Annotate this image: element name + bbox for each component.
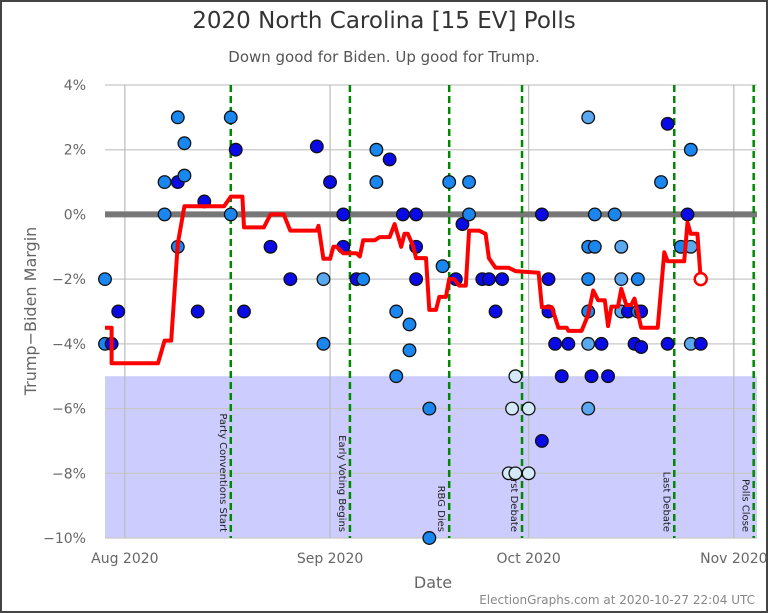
poll-point (223, 110, 238, 125)
footer-credit: ElectionGraphs.com at 2020-10-27 22:04 U… (479, 593, 755, 607)
poll-point (581, 401, 596, 416)
poll-point (111, 304, 126, 319)
x-tick-label: Nov 2020 (700, 551, 767, 567)
poll-point (369, 142, 384, 157)
biden-band (105, 376, 757, 538)
event-label: Early Voting Begins (336, 435, 347, 532)
poll-point (581, 272, 596, 287)
poll-point (157, 175, 172, 190)
event-label: First Debate (508, 471, 519, 532)
chart-subtitle: Down good for Biden. Up good for Trump. (228, 48, 539, 66)
poll-point (422, 531, 437, 545)
poll-point (534, 207, 549, 222)
poll-point (336, 207, 351, 222)
y-tick-label: −2% (52, 272, 86, 288)
poll-point (548, 336, 563, 351)
poll-point (587, 239, 602, 254)
y-tick-label: 4% (64, 78, 86, 94)
poll-point (223, 207, 238, 222)
y-tick-label: 0% (64, 207, 86, 223)
poll-point (382, 152, 397, 167)
poll-point (607, 207, 622, 222)
poll-point (601, 369, 616, 384)
poll-point (508, 466, 523, 481)
poll-point (455, 217, 470, 232)
poll-point (505, 401, 520, 416)
poll-point (190, 304, 205, 319)
y-tick-label: 2% (64, 143, 86, 159)
poll-point (584, 369, 599, 384)
poll-point (554, 369, 569, 384)
poll-point (409, 207, 424, 222)
poll-point (587, 207, 602, 222)
poll-point (634, 340, 649, 355)
x-tick-label: Aug 2020 (91, 551, 158, 567)
average-endpoint (693, 271, 708, 287)
poll-point (462, 207, 477, 222)
poll-point (614, 272, 629, 287)
poll-point (581, 336, 596, 351)
event-label: Polls Close (740, 479, 751, 532)
y-axis-label: Trump−Biden Margin (21, 227, 40, 397)
x-tick-label: Sep 2020 (297, 551, 363, 567)
poll-point (263, 239, 278, 254)
event-label: Party Conventions Start (217, 413, 228, 532)
y-tick-label: −4% (52, 337, 86, 353)
poll-point (237, 304, 251, 319)
poll-point (462, 175, 477, 190)
poll-point (488, 304, 503, 319)
poll-point (98, 272, 112, 287)
poll-point (409, 272, 424, 287)
poll-point (389, 369, 404, 384)
chart-title: 2020 North Carolina [15 EV] Polls (192, 8, 575, 34)
poll-point (177, 136, 192, 151)
poll-point (630, 272, 645, 287)
poll-point (369, 175, 384, 190)
poll-point (683, 142, 698, 157)
y-tick-label: −10% (43, 531, 86, 547)
poll-point (356, 272, 371, 287)
poll-point (283, 272, 298, 287)
poll-point (228, 142, 243, 157)
poll-point (521, 466, 536, 481)
poll-point (594, 336, 609, 351)
x-axis-label: Date (414, 573, 452, 592)
event-label: Last Debate (660, 472, 671, 532)
poll-point (481, 272, 496, 287)
poll-point (316, 272, 331, 287)
poll-point (323, 175, 338, 190)
poll-point (660, 116, 675, 131)
poll-point (177, 168, 192, 183)
poll-point (693, 336, 708, 351)
poll-point (170, 110, 185, 125)
poll-point (495, 272, 510, 287)
poll-point (442, 175, 457, 190)
poll-point (614, 239, 629, 254)
y-tick-label: −6% (52, 402, 86, 418)
poll-point (541, 272, 556, 287)
poll-point (561, 336, 576, 351)
poll-point (680, 207, 695, 222)
poll-point (654, 175, 668, 190)
poll-point (581, 110, 596, 125)
y-tick-label: −8% (52, 466, 86, 482)
poll-point (534, 433, 549, 448)
poll-point (402, 317, 417, 332)
poll-point (508, 369, 523, 384)
average-line (105, 194, 703, 366)
poll-point (422, 401, 437, 416)
poll-point (309, 139, 324, 154)
poll-point (660, 336, 675, 351)
event-label: RBG Dies (435, 486, 446, 532)
poll-point (395, 207, 410, 222)
poll-point (389, 304, 404, 319)
poll-point (402, 343, 417, 358)
poll-point (157, 207, 172, 222)
poll-point (316, 336, 331, 351)
x-tick-label: Oct 2020 (496, 551, 560, 567)
poll-point (435, 259, 450, 274)
poll-point (521, 401, 536, 416)
